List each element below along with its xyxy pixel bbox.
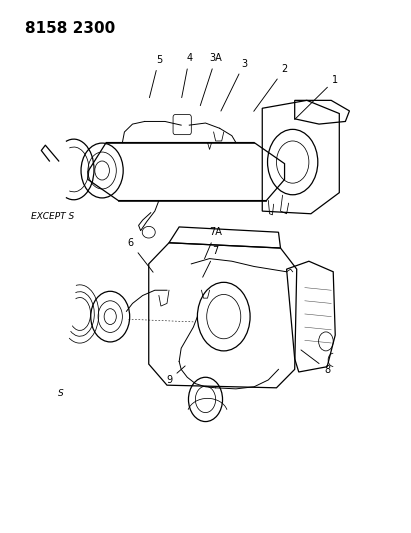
Text: 4: 4	[182, 53, 192, 98]
Text: 1: 1	[295, 75, 338, 119]
Text: 3A: 3A	[200, 53, 222, 106]
Text: 3: 3	[221, 59, 247, 111]
Text: 8: 8	[301, 350, 330, 375]
Text: 8158 2300: 8158 2300	[25, 21, 115, 36]
Text: 6: 6	[127, 238, 153, 272]
Text: EXCEPT S: EXCEPT S	[31, 212, 74, 221]
Text: 7A: 7A	[205, 228, 222, 259]
Text: 2: 2	[254, 64, 288, 111]
Text: 9: 9	[166, 366, 185, 385]
Text: 7: 7	[203, 246, 219, 277]
Text: 5: 5	[150, 55, 162, 98]
Text: S: S	[58, 389, 63, 398]
